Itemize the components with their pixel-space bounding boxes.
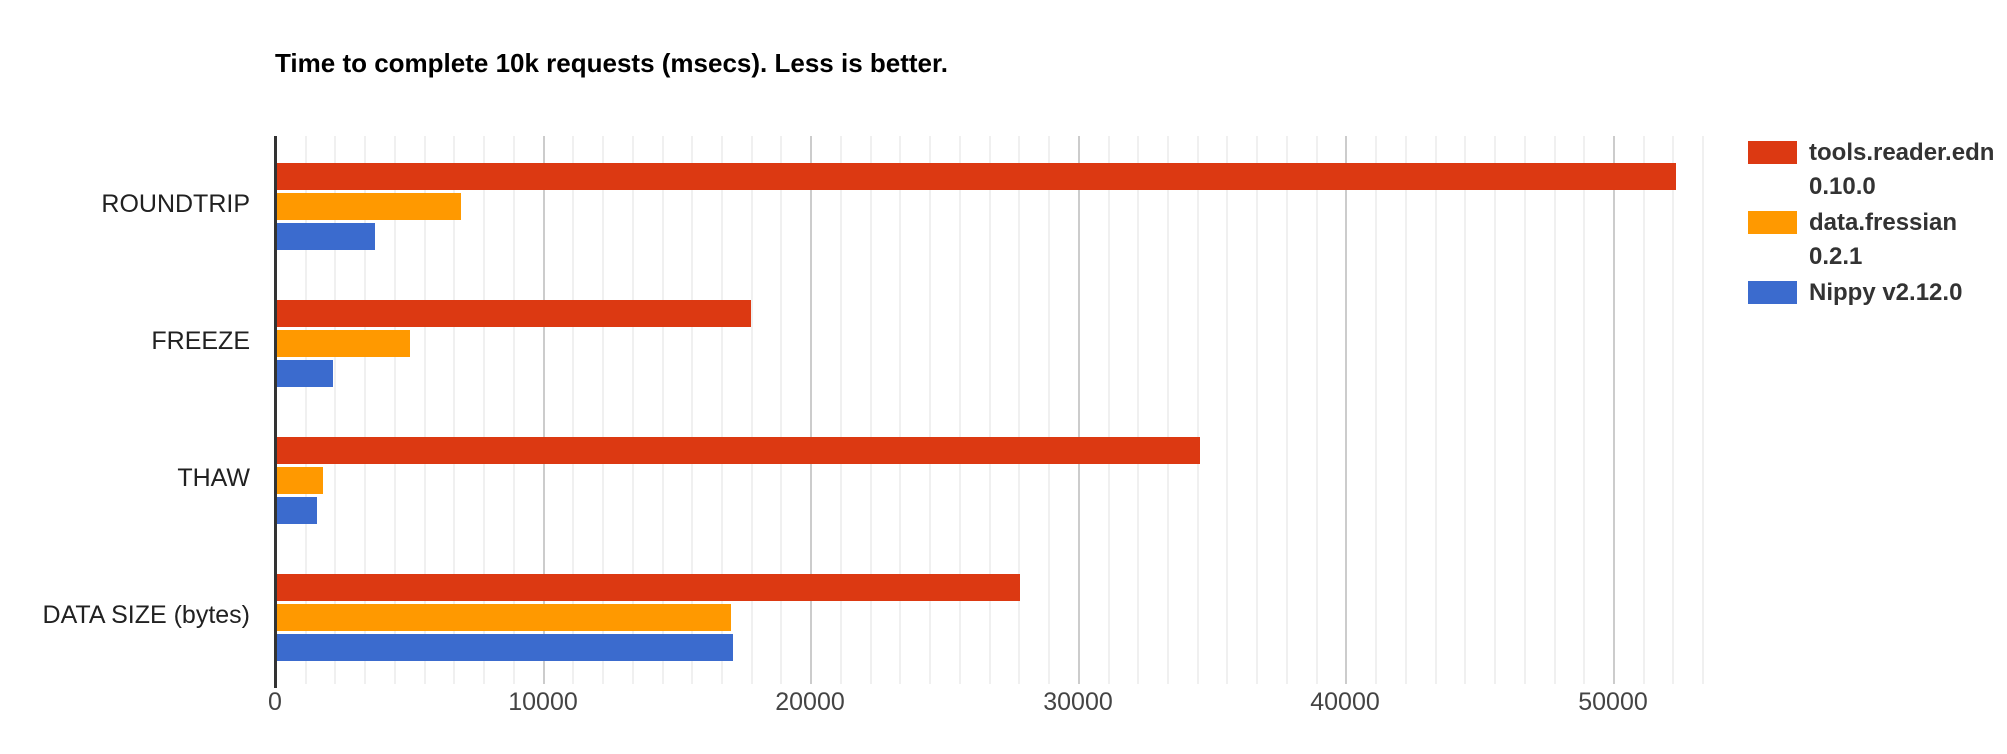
value-tick-label: 20000 xyxy=(775,688,845,716)
category-axis-labels: ROUNDTRIP FREEZE THAW DATA SIZE (bytes) xyxy=(0,136,250,684)
major-gridline xyxy=(543,136,545,684)
category-label: FREEZE xyxy=(151,327,250,355)
bar-thaw-series-2 xyxy=(275,497,317,524)
legend-swatch xyxy=(1748,281,1797,304)
minor-gridline xyxy=(989,136,991,684)
minor-gridline xyxy=(572,136,574,684)
minor-gridline xyxy=(632,136,634,684)
minor-gridline xyxy=(1375,136,1377,684)
minor-gridline xyxy=(840,136,842,684)
value-tick-label: 50000 xyxy=(1578,688,1648,716)
minor-gridline xyxy=(1226,136,1228,684)
minor-gridline xyxy=(870,136,872,684)
bar-thaw-series-0 xyxy=(275,437,1200,464)
zero-baseline xyxy=(274,136,277,688)
minor-gridline xyxy=(1316,136,1318,684)
legend-swatch xyxy=(1748,141,1797,164)
bar-data-size-bytes--series-0 xyxy=(275,574,1020,601)
bar-roundtrip-series-0 xyxy=(275,163,1676,190)
value-tick-label: 0 xyxy=(268,688,282,716)
minor-gridline xyxy=(929,136,931,684)
bar-data-size-bytes--series-2 xyxy=(275,634,733,661)
minor-gridline xyxy=(959,136,961,684)
bar-roundtrip-series-1 xyxy=(275,193,461,220)
minor-gridline xyxy=(1108,136,1110,684)
minor-gridline xyxy=(1405,136,1407,684)
minor-gridline xyxy=(1554,136,1556,684)
bar-freeze-series-2 xyxy=(275,360,333,387)
category-label: ROUNDTRIP xyxy=(101,190,250,218)
minor-gridline xyxy=(780,136,782,684)
category-label: THAW xyxy=(177,464,250,492)
legend-item-0: tools.reader.edn 0.10.0 xyxy=(1748,136,2007,204)
value-axis-labels: 0 10000 20000 30000 40000 50000 xyxy=(0,688,2007,728)
minor-gridline xyxy=(334,136,336,684)
legend-item-1: data.fressian 0.2.1 xyxy=(1748,206,2007,274)
minor-gridline xyxy=(305,136,307,684)
minor-gridline xyxy=(691,136,693,684)
minor-gridline xyxy=(1672,136,1674,684)
bar-freeze-series-0 xyxy=(275,300,751,327)
minor-gridline xyxy=(1048,136,1050,684)
minor-gridline xyxy=(364,136,366,684)
legend-label: tools.reader.edn 0.10.0 xyxy=(1809,139,1995,200)
value-tick-label: 10000 xyxy=(508,688,578,716)
legend: tools.reader.edn 0.10.0 data.fressian 0.2.1… xyxy=(1748,136,2007,312)
minor-gridline xyxy=(662,136,664,684)
minor-gridline xyxy=(513,136,515,684)
legend-swatch xyxy=(1748,211,1797,234)
minor-gridline xyxy=(424,136,426,684)
minor-gridline xyxy=(1167,136,1169,684)
major-gridline xyxy=(1613,136,1615,684)
value-tick-label: 30000 xyxy=(1043,688,1113,716)
minor-gridline xyxy=(1583,136,1585,684)
value-tick-label: 40000 xyxy=(1310,688,1380,716)
minor-gridline xyxy=(602,136,604,684)
minor-gridline xyxy=(1464,136,1466,684)
legend-item-2: Nippy v2.12.0 xyxy=(1748,276,2007,310)
minor-gridline xyxy=(1018,136,1020,684)
minor-gridline xyxy=(721,136,723,684)
minor-gridline xyxy=(483,136,485,684)
minor-gridline xyxy=(751,136,753,684)
legend-label: data.fressian 0.2.1 xyxy=(1809,209,1958,270)
minor-gridline xyxy=(453,136,455,684)
plot-area xyxy=(275,136,1704,684)
major-gridline xyxy=(1345,136,1347,684)
minor-gridline xyxy=(1286,136,1288,684)
minor-gridline xyxy=(1197,136,1199,684)
minor-gridline xyxy=(1137,136,1139,684)
bar-freeze-series-1 xyxy=(275,330,410,357)
category-label: DATA SIZE (bytes) xyxy=(42,601,250,629)
bar-thaw-series-1 xyxy=(275,467,323,494)
minor-gridline xyxy=(899,136,901,684)
minor-gridline xyxy=(1702,136,1704,684)
minor-gridline xyxy=(1494,136,1496,684)
minor-gridline xyxy=(1643,136,1645,684)
bar-roundtrip-series-2 xyxy=(275,223,375,250)
minor-gridline xyxy=(394,136,396,684)
major-gridline xyxy=(1078,136,1080,684)
legend-label: Nippy v2.12.0 xyxy=(1809,279,1963,306)
minor-gridline xyxy=(1435,136,1437,684)
chart-title: Time to complete 10k requests (msecs). L… xyxy=(275,48,948,78)
bar-data-size-bytes--series-1 xyxy=(275,604,731,631)
major-gridline xyxy=(810,136,812,684)
minor-gridline xyxy=(1256,136,1258,684)
minor-gridline xyxy=(1524,136,1526,684)
